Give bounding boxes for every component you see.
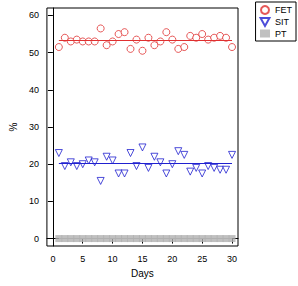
svg-text:60: 60 <box>29 10 39 20</box>
svg-text:SIT: SIT <box>275 17 290 27</box>
svg-text:%: % <box>8 122 19 131</box>
svg-text:30: 30 <box>227 254 237 264</box>
svg-text:30: 30 <box>29 122 39 132</box>
svg-text:40: 40 <box>29 85 39 95</box>
svg-text:10: 10 <box>108 254 118 264</box>
svg-text:20: 20 <box>29 159 39 169</box>
svg-text:10: 10 <box>29 196 39 206</box>
svg-text:20: 20 <box>167 254 177 264</box>
svg-text:5: 5 <box>80 254 85 264</box>
svg-text:50: 50 <box>29 48 39 58</box>
svg-text:15: 15 <box>137 254 147 264</box>
svg-text:0: 0 <box>34 234 39 244</box>
svg-text:Days: Days <box>131 268 154 279</box>
svg-text:PT: PT <box>275 29 287 39</box>
svg-text:0: 0 <box>50 254 55 264</box>
svg-text:FET: FET <box>275 5 293 15</box>
svg-text:25: 25 <box>197 254 207 264</box>
